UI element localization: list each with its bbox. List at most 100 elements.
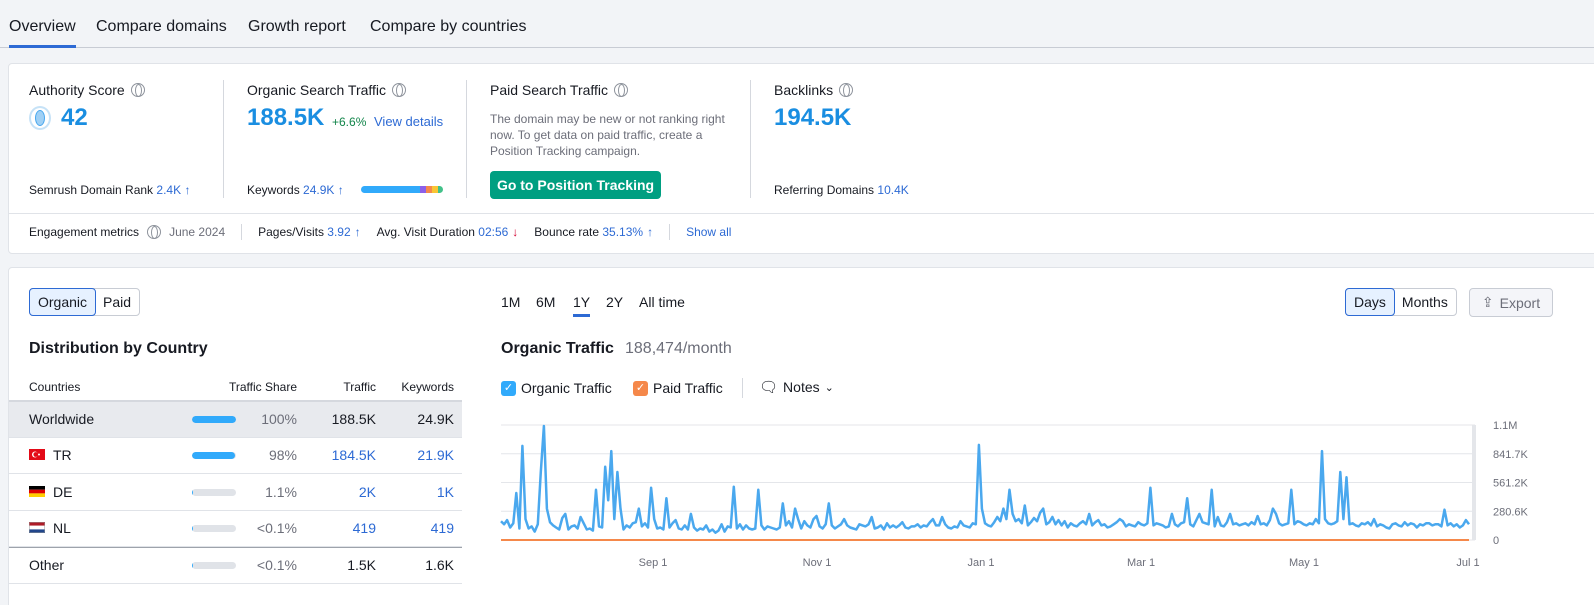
- globe-icon[interactable]: [130, 83, 145, 97]
- globe-icon[interactable]: [614, 83, 629, 97]
- y-tick-label: 280.6K: [1493, 506, 1529, 518]
- authority-score-value: 42: [61, 104, 88, 131]
- tab-overview[interactable]: Overview: [9, 18, 76, 48]
- country-name: DE: [53, 483, 73, 500]
- keywords-value[interactable]: 1K: [436, 483, 454, 500]
- keywords-value[interactable]: 24.9K: [303, 183, 335, 197]
- traffic-share-bar: [192, 488, 236, 496]
- pages-visits-value: 3.92: [327, 225, 351, 239]
- divider: [750, 80, 751, 198]
- organic-traffic-title: Organic Search Traffic: [247, 82, 407, 98]
- divider: [466, 80, 467, 198]
- tab-compare-by-countries[interactable]: Compare by countries: [370, 18, 527, 35]
- x-tick-label: May 1: [1289, 557, 1319, 569]
- referring-domains-value[interactable]: 10.4K: [877, 183, 909, 197]
- backlinks-value[interactable]: 194.5K: [774, 104, 852, 131]
- tab-growth-report[interactable]: Growth report: [248, 18, 346, 35]
- arrow-up-icon: ↑: [184, 183, 191, 197]
- traffic-value[interactable]: 419: [352, 520, 376, 537]
- divider: [9, 213, 1594, 214]
- traffic-value[interactable]: 184.5K: [331, 447, 376, 464]
- upload-icon: ⇪: [1481, 294, 1494, 310]
- divider: [223, 80, 224, 198]
- arrow-up-icon: ↑: [337, 183, 344, 197]
- bounce-rate-value: 35.13%: [602, 225, 644, 239]
- traffic-value: 1.5K: [347, 557, 376, 574]
- export-label: Export: [1499, 294, 1541, 311]
- keywords-count: Keywords 24.9K ↑: [247, 183, 344, 197]
- tab-compare-domains[interactable]: Compare domains: [96, 18, 227, 35]
- organic-traffic-line: [500, 424, 1471, 534]
- table-row-nl[interactable]: NL <0.1% 419 419: [9, 511, 462, 547]
- x-tick-label: Mar 1: [1127, 557, 1155, 569]
- granularity-toggle: Days Months: [1345, 288, 1457, 316]
- checkbox-icon[interactable]: ✓: [633, 380, 648, 396]
- days-button[interactable]: Days: [1345, 288, 1395, 316]
- turkey-flag-icon: [29, 449, 45, 461]
- organic-traffic-chart[interactable]: 1.1M 841.7K 561.2K 280.6K 0 Sep 1 Nov 1 Jan 1 Ma…: [495, 413, 1585, 593]
- export-button[interactable]: ⇪ Export: [1469, 288, 1553, 317]
- organic-toggle-button[interactable]: Organic: [29, 288, 97, 316]
- keywords-value: 1.6K: [425, 557, 454, 574]
- checkbox-icon[interactable]: ✓: [501, 380, 516, 396]
- x-tick-label: Nov 1: [803, 557, 832, 569]
- header-keywords[interactable]: Keywords: [401, 379, 454, 394]
- legend-paid-label: Paid Traffic: [653, 380, 723, 396]
- paid-traffic-label: Paid Search Traffic: [490, 82, 609, 98]
- traffic-value[interactable]: 2K: [358, 483, 376, 500]
- arrow-up-icon: ↑: [647, 225, 654, 239]
- domain-rank-value[interactable]: 2.4K: [156, 183, 182, 197]
- globe-icon[interactable]: [392, 83, 407, 97]
- y-tick-label: 0: [1493, 535, 1499, 547]
- engagement-date: June 2024: [169, 225, 226, 239]
- referring-domains: Referring Domains 10.4K: [774, 183, 909, 197]
- header-countries[interactable]: Countries: [29, 379, 81, 394]
- table-header: Countries Traffic Share Traffic Keywords: [9, 373, 462, 401]
- range-6m[interactable]: 6M: [536, 294, 556, 310]
- traffic-share-bar: [192, 452, 236, 460]
- organic-paid-toggle: Organic Paid: [29, 288, 141, 316]
- table-row-other[interactable]: Other <0.1% 1.5K 1.6K: [9, 547, 462, 584]
- divider: [241, 224, 243, 240]
- keywords-value[interactable]: 419: [430, 520, 454, 537]
- range-all-time[interactable]: All time: [639, 294, 685, 310]
- traffic-value: 188.5K: [331, 411, 376, 428]
- chart-title: Organic Traffic: [501, 340, 614, 357]
- traffic-share-value: <0.1%: [256, 557, 297, 574]
- view-details-link[interactable]: View details: [374, 114, 444, 129]
- range-1y[interactable]: 1Y: [573, 294, 591, 317]
- go-to-position-tracking-button[interactable]: Go to Position Tracking: [490, 171, 661, 199]
- authority-score-label: Authority Score: [29, 82, 125, 98]
- traffic-share-value: <0.1%: [256, 520, 297, 537]
- scroll-handle: [1472, 425, 1476, 540]
- table-row-worldwide[interactable]: Worldwide 100% 188.5K 24.9K: [9, 401, 462, 438]
- keywords-value[interactable]: 21.9K: [417, 447, 454, 464]
- show-all-link[interactable]: Show all: [686, 225, 732, 239]
- header-traffic[interactable]: Traffic: [343, 379, 376, 394]
- months-button[interactable]: Months: [1401, 294, 1448, 310]
- globe-icon[interactable]: [147, 225, 162, 239]
- country-name: TR: [53, 447, 72, 464]
- legend-organic[interactable]: ✓ Organic Traffic: [501, 380, 612, 396]
- range-1m[interactable]: 1M: [501, 294, 521, 310]
- bounce-rate-label: Bounce rate: [534, 225, 600, 239]
- organic-traffic-value[interactable]: 188.5K: [247, 104, 325, 131]
- traffic-share-value: 100%: [261, 411, 297, 428]
- top-tabs: Overview Compare domains Growth report C…: [0, 0, 1594, 48]
- traffic-card: Organic Paid Distribution by Country Cou…: [8, 267, 1594, 605]
- legend-paid[interactable]: ✓ Paid Traffic: [633, 380, 723, 396]
- paid-toggle-button[interactable]: Paid: [103, 294, 132, 310]
- country-distribution-table: Countries Traffic Share Traffic Keywords…: [9, 373, 462, 584]
- header-traffic-share[interactable]: Traffic Share: [228, 379, 297, 394]
- notes-dropdown[interactable]: 🗨 Notes ⌄: [759, 378, 834, 396]
- pages-visits-label: Pages/Visits: [258, 225, 324, 239]
- traffic-share-value: 98%: [268, 447, 297, 464]
- netherlands-flag-icon: [29, 522, 45, 534]
- table-row-tr[interactable]: TR 98% 184.5K 21.9K: [9, 438, 462, 474]
- backlinks-title: Backlinks: [774, 82, 854, 98]
- range-2y[interactable]: 2Y: [606, 294, 624, 310]
- x-tick-label: Jan 1: [968, 557, 995, 569]
- visit-duration-label: Avg. Visit Duration: [376, 225, 475, 239]
- table-row-de[interactable]: DE 1.1% 2K 1K: [9, 474, 462, 511]
- globe-icon[interactable]: [839, 83, 854, 97]
